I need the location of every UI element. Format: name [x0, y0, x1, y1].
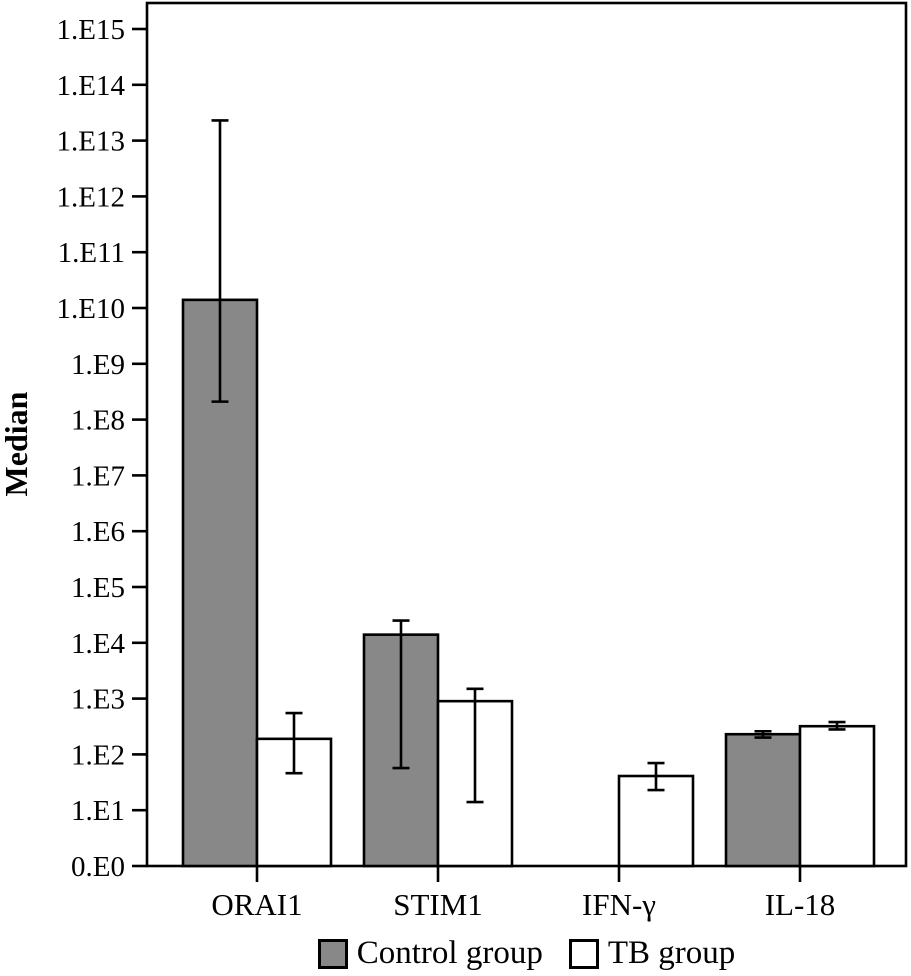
y-tick-label: 1.E5 — [71, 572, 125, 604]
legend-item-control-group: Control group — [317, 935, 543, 971]
y-tick-label: 1.E4 — [71, 628, 125, 660]
y-tick-label: 0.E0 — [71, 851, 125, 883]
y-tick-label: 1.E12 — [57, 181, 125, 213]
y-tick-label: 1.E7 — [71, 460, 125, 492]
y-tick-label: 1.E13 — [57, 126, 125, 158]
legend: Control group TB group — [147, 937, 906, 970]
plot-border — [145, 1, 908, 868]
y-tick-label: 1.E14 — [57, 70, 126, 102]
legend-swatch-control-group — [317, 938, 348, 969]
legend-swatch-tb-group — [568, 938, 599, 969]
y-tick-label: 1.E6 — [71, 516, 125, 548]
x-tick-label: ORAI1 — [211, 887, 302, 922]
legend-item-tb-group: TB group — [568, 935, 736, 971]
y-tick-label: 1.E1 — [71, 795, 125, 827]
x-tick-label: IFN-γ — [582, 887, 656, 922]
x-tick-label: IL-18 — [765, 887, 836, 922]
legend-label-tb-group: TB group — [607, 935, 736, 971]
y-tick-label: 1.E15 — [57, 14, 125, 46]
y-tick-label: 1.E2 — [71, 739, 125, 771]
y-axis-title: Median — [0, 391, 34, 497]
bar-control-group-il-18 — [724, 732, 802, 868]
y-tick-label: 1.E9 — [71, 349, 125, 381]
bar-tb-group-il-18 — [798, 724, 876, 868]
legend-label-control-group: Control group — [356, 935, 543, 971]
y-tick-label: 1.E10 — [57, 293, 125, 325]
y-tick-label: 1.E11 — [58, 237, 125, 269]
bar-control-group-orai1 — [181, 298, 259, 868]
y-tick-label: 1.E8 — [71, 405, 125, 437]
x-tick-label: STIM1 — [393, 887, 483, 922]
y-tick-label: 1.E3 — [71, 684, 125, 716]
